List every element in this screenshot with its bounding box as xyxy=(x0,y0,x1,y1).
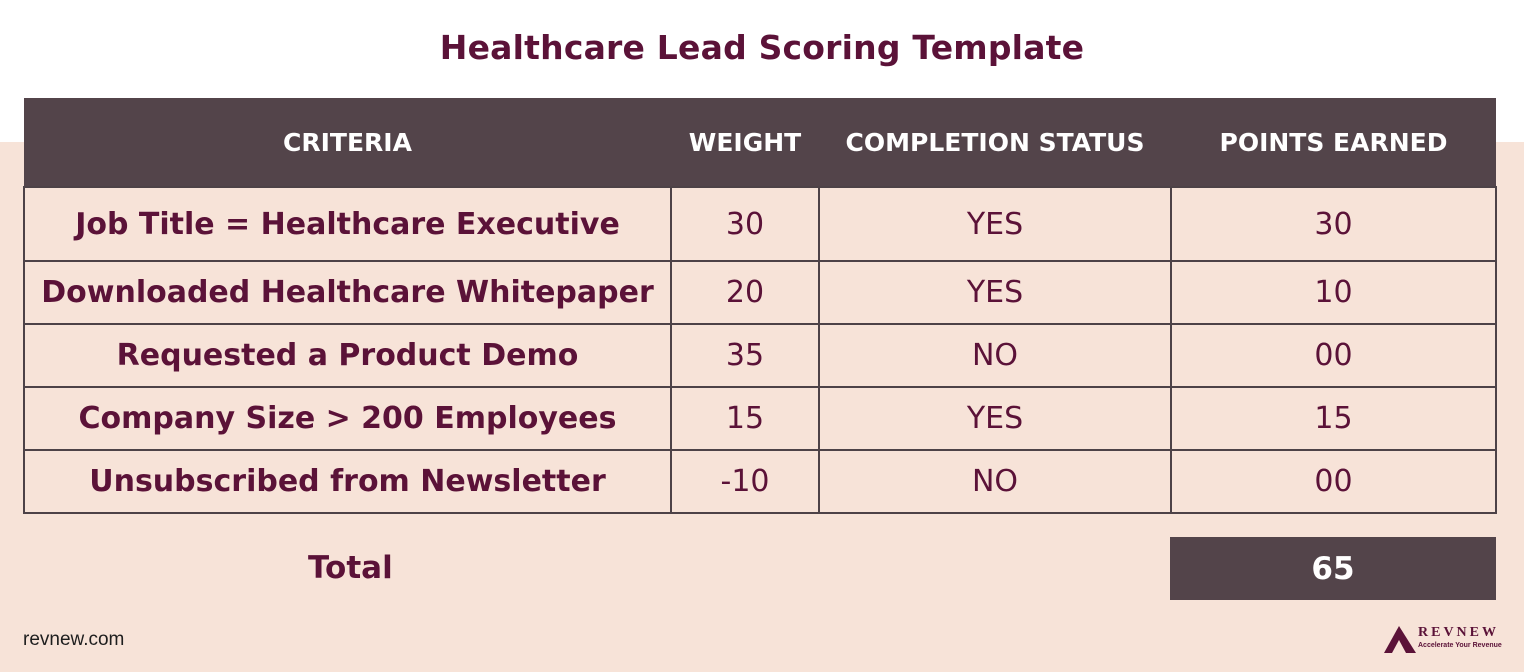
weight-cell: 20 xyxy=(670,260,820,325)
lead-scoring-table: CRITERIA WEIGHT COMPLETION STATUS POINTS… xyxy=(23,98,1497,514)
weight-cell: 35 xyxy=(670,323,820,388)
criteria-cell: Unsubscribed from Newsletter xyxy=(23,449,672,514)
header-weight: WEIGHT xyxy=(671,98,819,187)
revnew-logo: REVNEW Accelerate Your Revenue xyxy=(1382,624,1504,656)
header-points-earned: POINTS EARNED xyxy=(1171,98,1496,187)
criteria-cell: Company Size > 200 Employees xyxy=(23,386,672,451)
status-cell: YES xyxy=(818,260,1172,325)
table-row: Job Title = Healthcare Executive 30 YES … xyxy=(23,186,1497,262)
logo-wordmark: REVNEW xyxy=(1418,625,1500,640)
table-header-row: CRITERIA WEIGHT COMPLETION STATUS POINTS… xyxy=(24,98,1496,187)
total-label: Total xyxy=(308,550,393,586)
criteria-cell: Downloaded Healthcare Whitepaper xyxy=(23,260,672,325)
points-cell: 30 xyxy=(1170,186,1497,262)
table-row: Requested a Product Demo 35 NO 00 xyxy=(23,323,1497,388)
points-cell: 15 xyxy=(1170,386,1497,451)
criteria-cell: Job Title = Healthcare Executive xyxy=(23,186,672,262)
header-completion-status: COMPLETION STATUS xyxy=(819,98,1171,187)
status-cell: YES xyxy=(818,386,1172,451)
weight-cell: 30 xyxy=(670,186,820,262)
logo-tagline: Accelerate Your Revenue xyxy=(1418,642,1502,649)
points-cell: 00 xyxy=(1170,323,1497,388)
points-cell: 00 xyxy=(1170,449,1497,514)
status-cell: NO xyxy=(818,449,1172,514)
status-cell: NO xyxy=(818,323,1172,388)
table-row: Downloaded Healthcare Whitepaper 20 YES … xyxy=(23,260,1497,325)
mountain-peak-icon xyxy=(1384,626,1416,653)
page-title: Healthcare Lead Scoring Template xyxy=(439,28,1085,67)
points-cell: 10 xyxy=(1170,260,1497,325)
weight-cell: 15 xyxy=(670,386,820,451)
header-criteria: CRITERIA xyxy=(24,98,671,187)
table-row: Company Size > 200 Employees 15 YES 15 xyxy=(23,386,1497,451)
status-cell: YES xyxy=(818,186,1172,262)
site-url: revnew.com xyxy=(23,629,125,650)
table-row: Unsubscribed from Newsletter -10 NO 00 xyxy=(23,449,1497,514)
total-value-box: 65 xyxy=(1170,537,1496,600)
weight-cell: -10 xyxy=(670,449,820,514)
total-value: 65 xyxy=(1311,550,1355,587)
criteria-cell: Requested a Product Demo xyxy=(23,323,672,388)
